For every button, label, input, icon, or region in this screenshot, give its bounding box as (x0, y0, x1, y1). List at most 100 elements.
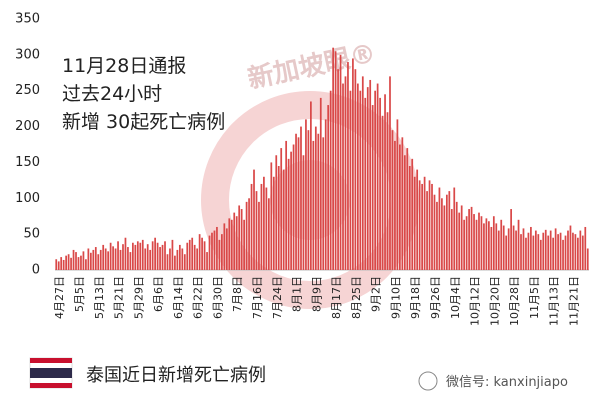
bar (174, 255, 176, 270)
bar (134, 244, 137, 270)
bar (403, 155, 406, 270)
bar (223, 223, 226, 270)
bar (144, 248, 147, 270)
flag-stripe (30, 368, 72, 378)
bar (567, 230, 569, 270)
annotation: 过去24小时 (62, 83, 162, 105)
x-tick-label: 6月22日 (192, 276, 205, 319)
bar (485, 218, 488, 270)
bar (139, 242, 142, 270)
bar (522, 228, 525, 270)
bar (275, 155, 278, 270)
bar (151, 241, 154, 270)
bar (586, 248, 589, 270)
bar (67, 254, 70, 270)
bar (245, 201, 248, 270)
bar (384, 94, 386, 270)
bar (127, 247, 129, 270)
bar (292, 144, 295, 270)
bar (577, 237, 579, 270)
bar (463, 219, 466, 270)
bar (263, 176, 265, 270)
bar (539, 239, 542, 270)
bar (505, 235, 508, 270)
x-tick-label: 8月25日 (350, 276, 363, 319)
bar (255, 191, 258, 270)
bar (295, 133, 297, 270)
bar (507, 228, 510, 270)
x-tick-label: 11月21日 (567, 276, 580, 326)
bar (406, 148, 409, 270)
bar (423, 176, 426, 270)
bar (492, 216, 495, 270)
bar (369, 79, 372, 270)
bar (547, 235, 550, 270)
bar (149, 249, 152, 270)
bar (349, 90, 352, 270)
bar (381, 115, 384, 270)
bar (448, 191, 451, 270)
bar (327, 105, 330, 270)
bar (544, 229, 547, 270)
bar (230, 219, 233, 270)
x-tick-label: 5月29日 (132, 276, 145, 319)
bar (332, 47, 334, 270)
source: 微信号: kanxinjiapo (446, 375, 568, 390)
bar (87, 248, 90, 270)
bar (413, 176, 416, 270)
bar (243, 219, 245, 270)
bar (386, 112, 389, 270)
bar (552, 237, 555, 270)
x-tick-label: 5月13日 (93, 276, 106, 319)
bar (211, 232, 213, 270)
bar (433, 194, 436, 270)
bar (475, 219, 478, 270)
bar (574, 234, 577, 270)
x-tick-label: 9月18日 (409, 276, 422, 319)
bar (280, 148, 283, 270)
bar (132, 242, 134, 270)
bar (488, 221, 490, 270)
y-tick-label: 50 (23, 227, 40, 242)
bar (564, 235, 567, 270)
bar (438, 187, 441, 270)
bar (572, 232, 574, 270)
bar (119, 249, 122, 270)
bar (542, 232, 545, 270)
bar (77, 257, 80, 270)
x-tick-label: 9月2日 (370, 276, 383, 312)
bar (94, 247, 97, 270)
bar (559, 232, 562, 270)
bar (399, 144, 401, 270)
bar (443, 205, 446, 270)
bar (277, 166, 280, 270)
bar (156, 242, 159, 270)
bar (500, 219, 503, 270)
x-tick-label: 6月6日 (152, 276, 165, 312)
bar (584, 226, 587, 270)
bar (109, 242, 112, 270)
bar (465, 216, 468, 270)
bar (418, 180, 421, 270)
x-tick-label: 10月28日 (508, 276, 521, 326)
bar (297, 137, 300, 270)
bar (525, 237, 527, 270)
bar (104, 248, 107, 270)
bar (290, 151, 292, 270)
bar (238, 205, 241, 270)
flag-stripe (30, 358, 72, 363)
bar (62, 259, 65, 270)
bar (581, 235, 584, 270)
x-tick-label: 6月30日 (211, 276, 224, 319)
annotation: 11月28日通报 (62, 55, 186, 77)
bar (57, 261, 60, 270)
bar (512, 225, 515, 270)
bar (233, 212, 236, 270)
bar (359, 90, 362, 270)
y-tick-label: 350 (15, 12, 40, 27)
bar (97, 254, 100, 270)
bar (102, 244, 105, 270)
bar (478, 212, 480, 270)
x-tick-label: 8月17日 (330, 276, 343, 319)
bar (490, 226, 493, 270)
